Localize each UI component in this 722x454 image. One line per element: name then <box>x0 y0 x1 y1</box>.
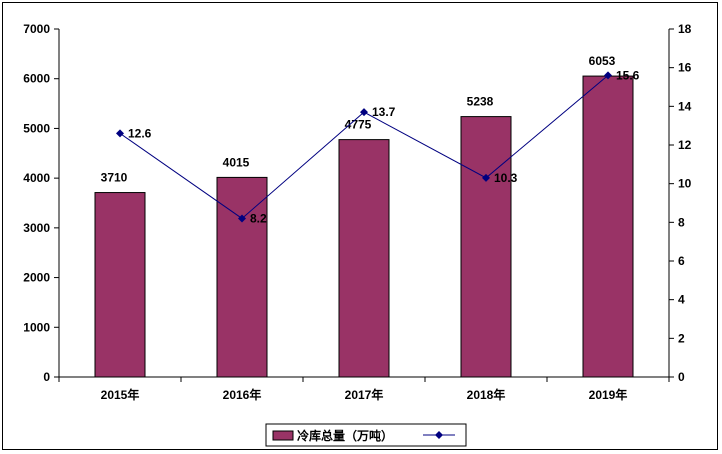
bar-value-label: 3710 <box>101 171 128 185</box>
bar <box>94 192 146 378</box>
left-tick-label: 3000 <box>23 221 50 235</box>
right-tick-label: 4 <box>678 293 685 307</box>
x-tick-label: 2016年 <box>223 387 262 402</box>
line-value-label: 15.6 <box>616 68 640 82</box>
left-tick-label: 7000 <box>23 22 50 36</box>
line-point <box>360 108 368 117</box>
left-tick-label: 2000 <box>23 271 50 285</box>
right-tick-label: 14 <box>678 99 692 113</box>
line-point <box>604 71 612 80</box>
right-tick-label: 0 <box>678 370 685 384</box>
bar <box>460 116 512 378</box>
left-tick-label: 5000 <box>23 121 50 135</box>
right-tick-label: 6 <box>678 254 685 268</box>
bar-value-label: 5238 <box>467 95 494 109</box>
x-tick-label: 2017年 <box>345 387 384 402</box>
left-tick-label: 6000 <box>23 72 50 86</box>
bar <box>582 75 634 378</box>
line-point <box>116 129 124 138</box>
bar <box>338 139 390 378</box>
right-tick-label: 16 <box>678 61 692 75</box>
left-tick-label: 4000 <box>23 171 50 185</box>
left-tick-label: 1000 <box>23 320 50 334</box>
right-tick-label: 8 <box>678 215 685 229</box>
x-tick-label: 2018年 <box>467 387 506 402</box>
legend-box <box>265 423 467 447</box>
right-tick-label: 2 <box>678 331 685 345</box>
combo-chart: 0 1000 2000 3000 4000 5000 6000 7000 0 2 4 6 8 10 12 14… <box>23 22 692 447</box>
bar-value-label: 6053 <box>589 54 616 68</box>
line-value-label: 12.6 <box>128 126 152 140</box>
line-value-label: 8.2 <box>250 211 267 225</box>
legend-line-marker <box>435 431 443 439</box>
bar-value-label: 4015 <box>223 155 250 169</box>
x-tick-label: 2019年 <box>589 387 628 402</box>
left-tick-label: 0 <box>43 370 50 384</box>
line-point <box>482 173 490 182</box>
bar <box>216 176 268 378</box>
bar-value-label: 4775 <box>345 118 372 132</box>
right-tick-label: 18 <box>678 22 692 36</box>
line-point <box>238 214 246 223</box>
line-value-label: 10.3 <box>494 171 518 185</box>
legend-bar-label: 冷库总量（万吨） <box>297 428 393 443</box>
x-tick-label: 2015年 <box>101 387 140 402</box>
legend-bar-swatch <box>272 430 294 441</box>
right-tick-label: 12 <box>678 138 692 152</box>
right-tick-label: 10 <box>678 177 692 191</box>
chart-frame: 0 1000 2000 3000 4000 5000 6000 7000 0 2 4 6 8 10 12 14… <box>2 2 718 450</box>
line-value-label: 13.7 <box>372 105 396 119</box>
